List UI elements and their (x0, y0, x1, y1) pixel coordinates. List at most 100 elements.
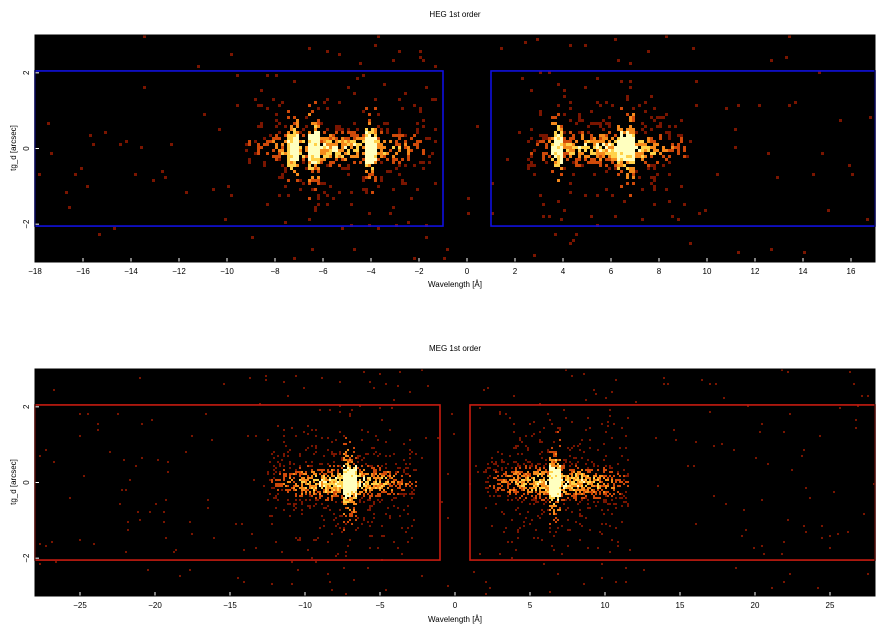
event-pixel (315, 473, 317, 475)
event-pixel (299, 152, 302, 155)
event-pixel (605, 487, 607, 489)
event-pixel (632, 119, 635, 122)
event-pixel (331, 495, 333, 497)
event-pixel (323, 483, 325, 485)
event-pixel (593, 497, 595, 499)
event-pixel (353, 511, 355, 513)
event-pixel (404, 92, 407, 95)
x-tick-label: −25 (73, 601, 87, 610)
event-pixel (529, 467, 531, 469)
event-pixel (507, 495, 509, 497)
event-pixel (413, 164, 416, 167)
event-pixel (511, 471, 513, 473)
event-pixel (523, 499, 525, 501)
event-pixel (345, 503, 347, 505)
event-pixel (347, 501, 349, 503)
event-pixel (794, 101, 797, 104)
event-pixel (325, 507, 327, 509)
event-pixel (572, 134, 575, 137)
event-pixel (611, 467, 613, 469)
event-pixel (349, 473, 351, 475)
event-pixel (272, 137, 275, 140)
event-pixel (308, 197, 311, 200)
event-pixel (571, 375, 573, 377)
event-pixel (581, 483, 583, 485)
event-pixel (535, 487, 537, 489)
event-pixel (525, 517, 527, 519)
event-pixel (611, 146, 614, 149)
event-pixel (167, 471, 169, 473)
event-pixel (373, 517, 375, 519)
event-pixel (425, 86, 428, 89)
event-pixel (629, 155, 632, 158)
event-pixel (398, 98, 401, 101)
event-pixel (363, 371, 365, 373)
event-pixel (571, 489, 573, 491)
event-pixel (543, 473, 545, 475)
event-pixel (608, 125, 611, 128)
event-pixel (299, 471, 301, 473)
event-pixel (641, 143, 644, 146)
event-pixel (314, 206, 317, 209)
event-pixel (373, 453, 375, 455)
event-pixel (345, 507, 347, 509)
event-pixel (497, 465, 499, 467)
event-pixel (301, 503, 303, 505)
event-pixel (353, 495, 355, 497)
event-pixel (553, 497, 555, 499)
event-pixel (668, 125, 671, 128)
event-pixel (625, 497, 627, 499)
event-pixel (557, 477, 559, 479)
event-pixel (521, 487, 523, 489)
event-pixel (563, 146, 566, 149)
event-pixel (596, 161, 599, 164)
event-pixel (543, 563, 545, 565)
event-pixel (565, 417, 567, 419)
event-pixel (578, 119, 581, 122)
event-pixel (863, 513, 865, 515)
event-pixel (327, 541, 329, 543)
event-pixel (555, 473, 557, 475)
event-pixel (571, 495, 573, 497)
event-pixel (315, 485, 317, 487)
event-pixel (584, 140, 587, 143)
event-pixel (617, 140, 620, 143)
event-pixel (317, 140, 320, 143)
event-pixel (659, 122, 662, 125)
event-pixel (537, 493, 539, 495)
event-pixel (361, 491, 363, 493)
event-pixel (515, 467, 517, 469)
event-pixel (578, 146, 581, 149)
event-pixel (323, 149, 326, 152)
event-pixel (247, 435, 249, 437)
event-pixel (339, 477, 341, 479)
event-pixel (379, 477, 381, 479)
event-pixel (560, 152, 563, 155)
event-pixel (321, 495, 323, 497)
event-pixel (299, 537, 301, 539)
event-pixel (626, 161, 629, 164)
event-pixel (542, 203, 545, 206)
event-pixel (789, 413, 791, 415)
event-pixel (560, 131, 563, 134)
event-pixel (343, 471, 345, 473)
event-pixel (393, 475, 395, 477)
event-pixel (632, 131, 635, 134)
event-pixel (319, 469, 321, 471)
event-pixel (559, 489, 561, 491)
event-pixel (608, 140, 611, 143)
event-pixel (371, 158, 374, 161)
event-pixel (347, 449, 349, 451)
event-pixel (315, 561, 317, 563)
event-pixel (317, 119, 320, 122)
event-pixel (266, 203, 269, 206)
event-pixel (325, 485, 327, 487)
event-pixel (321, 477, 323, 479)
event-pixel (303, 481, 305, 483)
event-pixel (549, 527, 551, 529)
event-pixel (339, 465, 341, 467)
event-pixel (557, 485, 559, 487)
event-pixel (644, 110, 647, 113)
event-pixel (788, 104, 791, 107)
event-pixel (351, 491, 353, 493)
